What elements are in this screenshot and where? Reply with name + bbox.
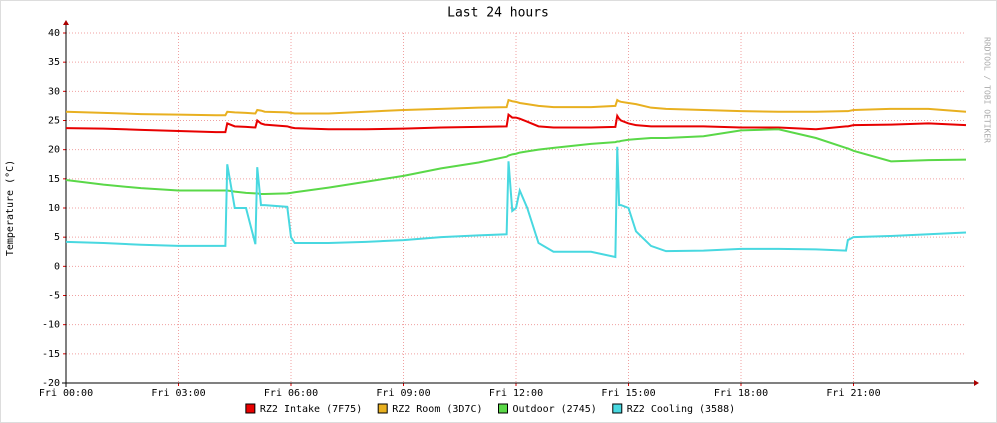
x-tick-label: Fri 15:00 [601,388,655,399]
axis-arrow [974,380,979,386]
x-tick-label: Fri 00:00 [39,388,93,399]
watermark: RRDTOOL / TOBI OETIKER [983,37,992,143]
y-tick-label: -15 [42,349,60,360]
legend-swatch [612,403,623,414]
y-tick-label: -20 [42,378,60,389]
y-tick-label: 10 [48,203,60,214]
legend-swatch [245,403,256,414]
y-tick-label: -5 [48,291,60,302]
y-tick-label: 30 [48,86,60,97]
y-tick-label: -10 [42,320,60,331]
y-tick-label: 40 [48,28,60,39]
y-tick-label: 0 [54,261,60,272]
x-tick-label: Fri 12:00 [489,388,543,399]
legend-swatch [377,403,388,414]
y-tick-label: 25 [48,116,60,127]
chart-title: Last 24 hours [447,6,549,21]
axis-arrow [63,20,69,25]
x-tick-label: Fri 21:00 [826,388,880,399]
x-tick-label: Fri 06:00 [264,388,318,399]
series-line [65,146,967,259]
legend-label: RZ2 Intake (7F75) [260,404,362,415]
legend-swatch [498,403,508,414]
x-tick-label: Fri 18:00 [714,388,768,399]
x-tick-label: Fri 09:00 [376,388,430,399]
y-axis-label: Temperature (°C) [5,160,16,256]
y-tick-label: 35 [48,57,60,68]
legend-label: Outdoor (2745) [513,404,597,415]
series-line [65,98,967,117]
legend-label: RZ2 Room (3D7C) [392,404,482,415]
y-tick-label: 5 [54,232,60,243]
series-line [65,112,967,134]
y-tick-label: 20 [48,145,60,156]
y-tick-label: 15 [48,174,60,185]
series-line [65,128,967,195]
legend-label: RZ2 Cooling (3588) [627,404,735,415]
x-tick-label: Fri 03:00 [151,388,205,399]
